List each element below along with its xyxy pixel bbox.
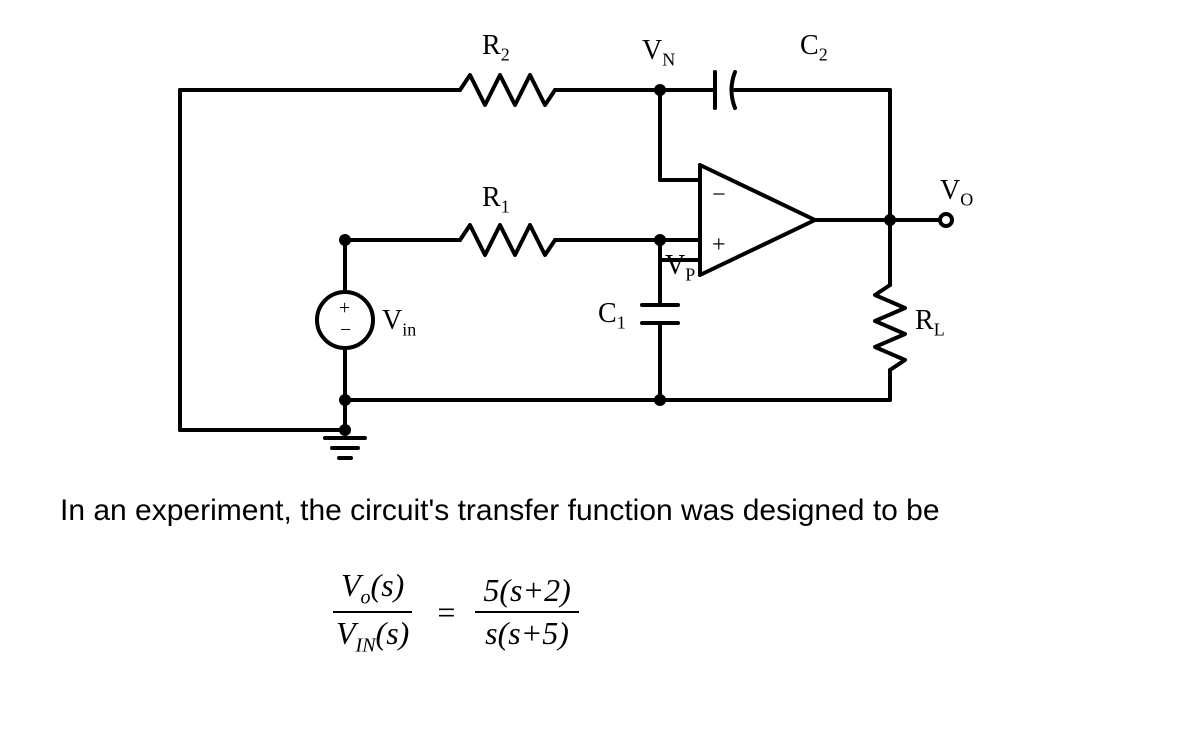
label-r2: R2 [482, 30, 510, 66]
label-c1: C1 [598, 298, 626, 334]
circuit-svg: − + + − [160, 30, 1010, 460]
label-vin: Vin [382, 305, 416, 341]
label-vo: VO [940, 175, 973, 211]
label-r1: R1 [482, 182, 510, 218]
caption-text: In an experiment, the circuit's transfer… [60, 490, 1160, 532]
svg-text:+: + [339, 297, 350, 319]
equation-equals: = [437, 594, 455, 631]
equation-lhs: Vo(s) VIN(s) [328, 565, 417, 660]
equation-rhs: 5(s+2) s(s+5) [475, 570, 578, 654]
svg-text:−: − [712, 182, 726, 208]
svg-text:−: − [340, 319, 351, 341]
caption-section: In an experiment, the circuit's transfer… [60, 490, 1160, 532]
circuit-diagram: − + + − R2 VN C2 R1 VO VP Vin C1 RL [160, 30, 1010, 460]
label-vp: VP [665, 250, 695, 286]
svg-text:+: + [712, 232, 726, 258]
label-c2: C2 [800, 30, 828, 66]
label-rl: RL [915, 305, 945, 341]
transfer-function-equation: Vo(s) VIN(s) = 5(s+2) s(s+5) [320, 565, 820, 660]
label-vn: VN [642, 35, 675, 71]
